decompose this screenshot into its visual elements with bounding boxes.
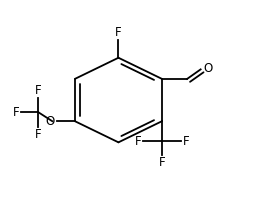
Text: O: O bbox=[203, 62, 212, 75]
Text: F: F bbox=[115, 26, 122, 39]
Text: O: O bbox=[45, 115, 55, 128]
Text: F: F bbox=[35, 84, 42, 97]
Text: F: F bbox=[13, 106, 19, 119]
Text: F: F bbox=[159, 156, 165, 169]
Text: F: F bbox=[134, 135, 141, 148]
Text: F: F bbox=[35, 128, 42, 141]
Text: F: F bbox=[183, 135, 189, 148]
